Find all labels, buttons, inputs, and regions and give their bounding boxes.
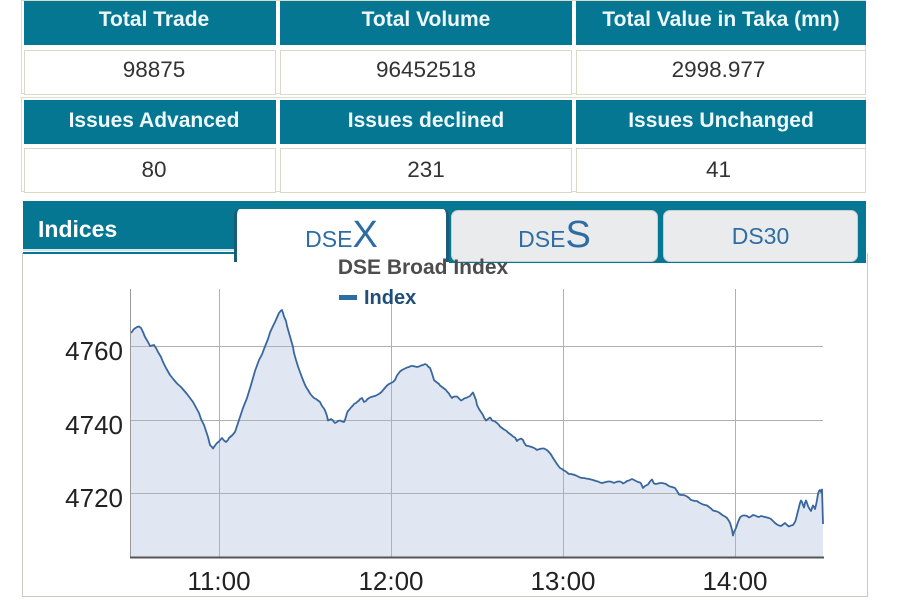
svg-text:4720: 4720: [65, 483, 123, 513]
svg-text:14:00: 14:00: [702, 566, 767, 596]
svg-text:11:00: 11:00: [187, 566, 250, 596]
svg-text:4740: 4740: [65, 410, 123, 440]
svg-text:12:00: 12:00: [358, 566, 423, 596]
svg-text:4760: 4760: [65, 336, 123, 366]
svg-text:13:00: 13:00: [530, 566, 595, 596]
